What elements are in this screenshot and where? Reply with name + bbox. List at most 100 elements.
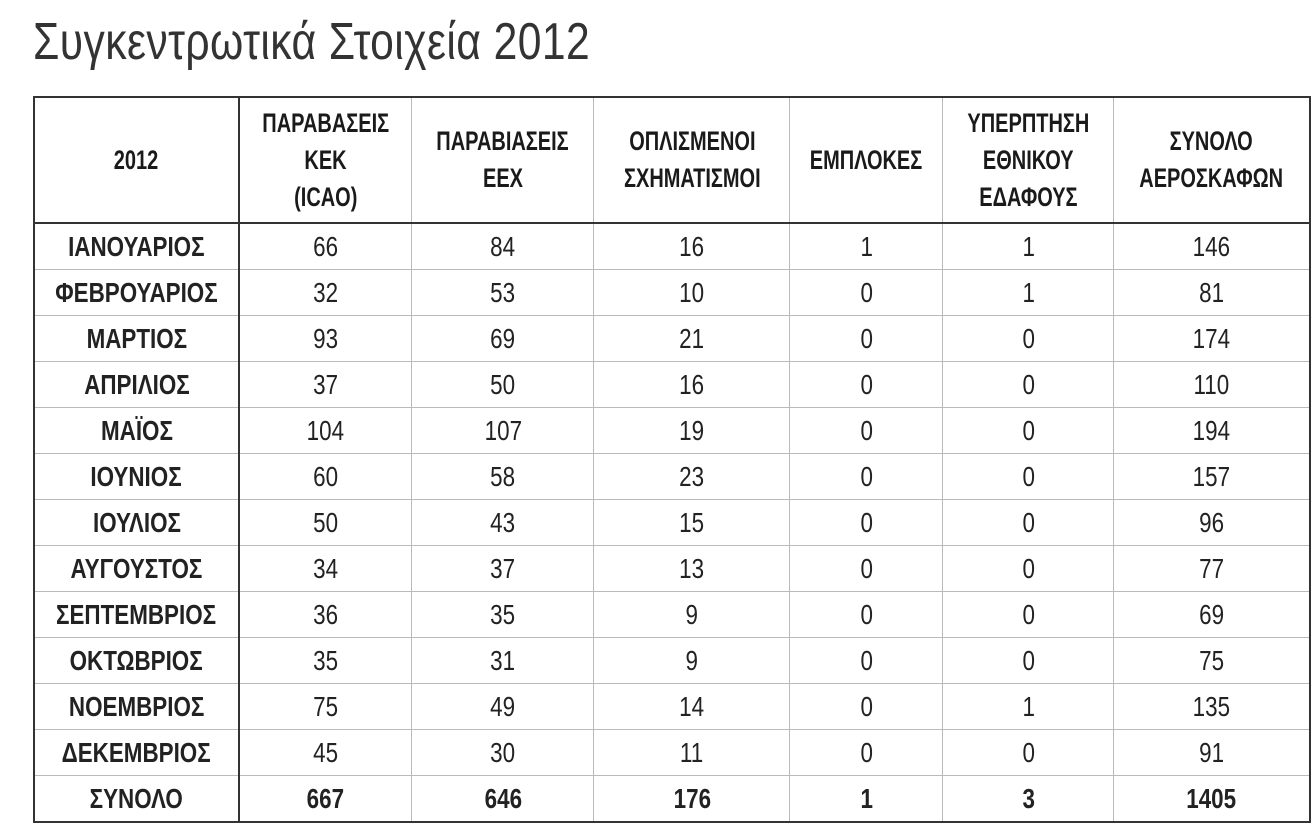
table-cell: 1: [789, 222, 944, 270]
cell-value: 174: [1192, 322, 1231, 354]
row-label: ΑΥΓΟΥΣΤΟΣ: [33, 545, 240, 592]
cell-value: 19: [679, 414, 705, 446]
cell-value: 1: [1022, 276, 1035, 308]
column-header-line: 2012: [114, 144, 159, 175]
cell-value: ΔΕΚΕΜΒΡΙΟΣ: [61, 736, 211, 768]
header-row: 2012 ΠΑΡΑΒΑΣΕΙΣ ΚΕΚ (ICAO) ΠΑΡΑΒΙΑΣΕΙΣ ΕΕΧ ΟΠΛ…: [33, 96, 1311, 224]
table-cell: 69: [1113, 591, 1311, 638]
cell-value: 0: [1022, 598, 1035, 630]
column-header-line: ΣΧΗΜΑΤΙΣΜΟΙ: [623, 163, 761, 193]
table-cell: 0: [789, 591, 944, 638]
cell-value: 1: [860, 230, 873, 262]
cell-value: 0: [1022, 368, 1035, 400]
cell-value: 45: [313, 736, 339, 768]
cell-value: 35: [313, 644, 339, 676]
cell-value: 0: [860, 322, 873, 354]
table-cell: 9: [593, 637, 791, 684]
table-cell: 0: [942, 637, 1115, 684]
cell-value: 0: [1022, 552, 1035, 584]
table-cell: 75: [1113, 637, 1311, 684]
row-label: ΜΑΪΟΣ: [33, 407, 240, 454]
table-row: ΝΟΕΜΒΡΙΟΣ 75 49 14 0 1 135: [33, 683, 1311, 730]
row-label: ΣΥΝΟΛΟ: [33, 775, 240, 823]
table-cell: 104: [238, 407, 413, 454]
row-label: ΑΠΡΙΛΙΟΣ: [33, 361, 240, 408]
cell-value: 66: [313, 230, 339, 262]
cell-value: ΙΑΝΟΥΑΡΙΟΣ: [68, 230, 205, 262]
table-row: ΟΚΤΩΒΡΙΟΣ 35 31 9 0 0 75: [33, 637, 1311, 684]
cell-value: 69: [490, 322, 516, 354]
cell-value: 30: [490, 736, 516, 768]
table-cell: 37: [238, 361, 413, 408]
cell-value: 0: [1022, 414, 1035, 446]
cell-value: ΟΚΤΩΒΡΙΟΣ: [69, 644, 203, 676]
cell-value: ΙΟΥΝΙΟΣ: [90, 460, 183, 492]
table-cell: 0: [789, 499, 944, 546]
cell-value: 16: [679, 230, 705, 262]
table-cell: 0: [942, 729, 1115, 776]
cell-value: 9: [685, 598, 699, 630]
table-cell: 107: [411, 407, 595, 454]
cell-value: 135: [1192, 690, 1231, 722]
table-row: ΦΕΒΡΟΥΑΡΙΟΣ 32 53 10 0 1 81: [33, 269, 1311, 316]
cell-value: 77: [1199, 552, 1224, 584]
statistics-table: 2012 ΠΑΡΑΒΑΣΕΙΣ ΚΕΚ (ICAO) ΠΑΡΑΒΙΑΣΕΙΣ ΕΕΧ ΟΠΛ…: [33, 96, 1311, 823]
cell-value: 60: [313, 460, 339, 492]
table-cell: 84: [411, 222, 595, 270]
row-label: ΔΕΚΕΜΒΡΙΟΣ: [33, 729, 240, 776]
table-row: ΜΑΪΟΣ 104 107 19 0 0 194: [33, 407, 1311, 454]
table-cell: 146: [1113, 222, 1311, 270]
table-row: ΣΕΠΤΕΜΒΡΙΟΣ 36 35 9 0 0 69: [33, 591, 1311, 638]
column-header-line: ΕΘΝΙΚΟΥ: [983, 144, 1074, 175]
cell-value: 14: [679, 690, 705, 722]
cell-value: 146: [1192, 230, 1231, 262]
cell-value: 81: [1199, 276, 1224, 308]
table-cell: 9: [593, 591, 791, 638]
cell-value: 646: [484, 782, 522, 814]
cell-value: 0: [860, 552, 873, 584]
row-label: ΝΟΕΜΒΡΙΟΣ: [33, 683, 240, 730]
cell-value: ΝΟΕΜΒΡΙΟΣ: [68, 690, 205, 722]
table-cell: 14: [593, 683, 791, 730]
cell-value: 0: [860, 644, 873, 676]
cell-value: 84: [490, 230, 516, 262]
table-cell: 176: [593, 775, 791, 823]
row-label: ΙΟΥΝΙΟΣ: [33, 453, 240, 500]
column-header-line: ΕΔΑΦΟΥΣ: [979, 181, 1078, 212]
cell-value: 0: [860, 506, 873, 538]
cell-value: 0: [1022, 506, 1035, 538]
cell-value: 194: [1192, 414, 1231, 446]
cell-value: ΜΑΡΤΙΟΣ: [86, 322, 187, 354]
cell-value: ΜΑΪΟΣ: [100, 414, 173, 446]
table-cell: 66: [238, 222, 413, 270]
cell-value: 1: [860, 782, 873, 814]
cell-value: 50: [490, 368, 516, 400]
table-cell: 19: [593, 407, 791, 454]
cell-value: 11: [680, 736, 704, 768]
row-label: ΣΕΠΤΕΜΒΡΙΟΣ: [33, 591, 240, 638]
table-cell: 75: [238, 683, 413, 730]
page-title: Συγκεντρωτικά Στοιχεία 2012: [33, 13, 591, 71]
table-cell: 667: [238, 775, 413, 823]
cell-value: 31: [490, 644, 516, 676]
cell-value: 21: [679, 322, 705, 354]
cell-value: 0: [860, 598, 873, 630]
cell-value: ΙΟΥΛΙΟΣ: [92, 506, 181, 538]
cell-value: ΑΥΓΟΥΣΤΟΣ: [70, 552, 203, 584]
table-cell: 60: [238, 453, 413, 500]
table-cell: 0: [789, 315, 944, 362]
cell-value: 0: [1022, 736, 1035, 768]
table-cell: 0: [789, 637, 944, 684]
table-cell: 0: [942, 591, 1115, 638]
cell-value: 34: [313, 552, 339, 584]
column-header: ΣΥΝΟΛΟ ΑΕΡΟΣΚΑΦΩΝ: [1113, 96, 1311, 224]
table-cell: 0: [789, 361, 944, 408]
column-header-line: ΟΠΛΙΣΜΕΝΟΙ: [628, 126, 756, 156]
cell-value: 43: [490, 506, 516, 538]
cell-value: 0: [1022, 460, 1035, 492]
table-row: ΑΠΡΙΛΙΟΣ 37 50 16 0 0 110: [33, 361, 1311, 408]
table-cell: 50: [238, 499, 413, 546]
column-header-line: ΣΥΝΟΛΟ: [1169, 126, 1254, 156]
cell-value: 91: [1199, 736, 1224, 768]
column-header-line: ΥΠΕΡΠΤΗΣΗ: [967, 107, 1090, 138]
